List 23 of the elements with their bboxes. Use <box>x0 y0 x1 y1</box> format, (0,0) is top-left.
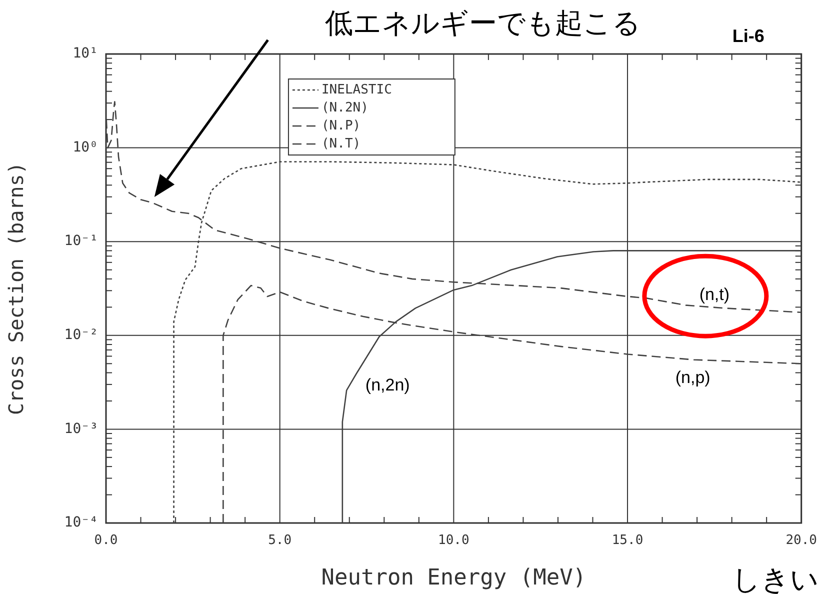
legend-label: INELASTIC <box>321 82 392 98</box>
annotation: (n,2n) <box>365 376 410 395</box>
legend-label: (N.T) <box>321 136 361 152</box>
y-tick-label: 10⁻² <box>64 327 98 344</box>
text: しきい <box>732 563 819 594</box>
annotation: (n,t) <box>699 284 730 304</box>
legend-label: (N.2N) <box>321 100 368 116</box>
x-tick-label: 15.0 <box>612 533 644 548</box>
legend-label: (N.P) <box>321 118 361 134</box>
x-tick-label: 10.0 <box>438 533 470 548</box>
y-tick-label: 10⁻¹ <box>64 233 98 250</box>
annotation: (n,p) <box>675 368 710 387</box>
y-tick-label: 10⁻³ <box>64 420 98 437</box>
text: 低エネルギーでも起こる <box>324 6 641 40</box>
y-tick-label: 10¹ <box>72 46 98 62</box>
x-tick-label: 20.0 <box>786 533 818 548</box>
x-axis-title: Neutron Energy (MeV) <box>321 566 586 591</box>
x-tick-label: 5.0 <box>268 533 292 548</box>
y-axis-title: Cross Section (barns) <box>4 162 28 415</box>
y-tick-label: 10⁰ <box>72 139 98 156</box>
x-tick-label: 0.0 <box>94 533 118 548</box>
chart-title: Li-6 <box>732 26 764 46</box>
y-tick-label: 10⁻⁴ <box>64 514 98 531</box>
